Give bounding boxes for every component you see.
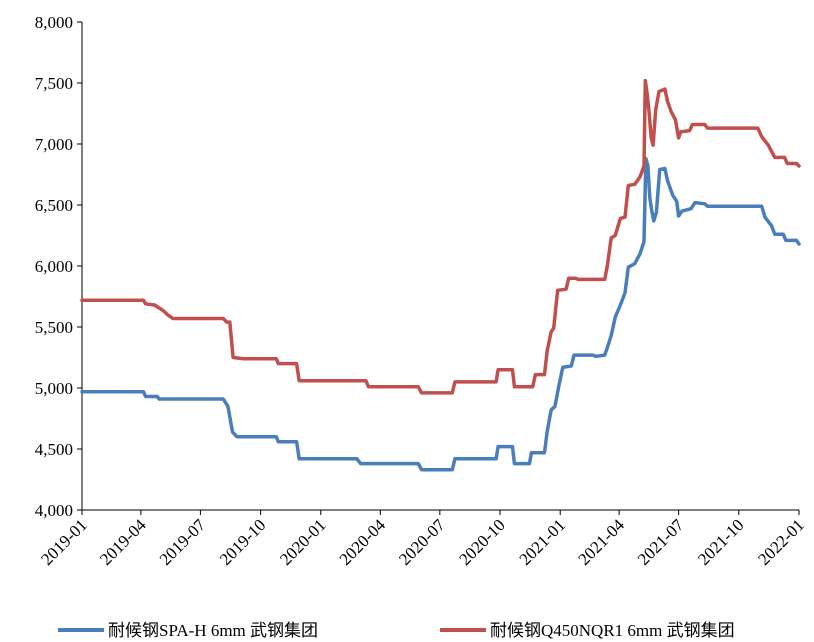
x-tick-label: 2019-04 — [96, 515, 150, 569]
y-tick-label: 7,000 — [35, 135, 73, 154]
y-tick-label: 7,500 — [35, 74, 73, 93]
series-line-1 — [80, 156, 801, 472]
series-layer — [80, 78, 801, 472]
x-tick-label: 2019-10 — [216, 515, 270, 569]
x-tick-label: 2019-01 — [37, 515, 91, 569]
legend-label-2: 耐候钢Q450NQR1 6mm 武钢集团 — [490, 621, 735, 640]
x-tick-label: 2022-01 — [754, 515, 808, 569]
x-tick-label: 2020-01 — [276, 515, 330, 569]
y-tick-label: 6,000 — [35, 257, 73, 276]
y-tick-label: 8,000 — [35, 13, 73, 32]
x-tick-label: 2021-04 — [574, 515, 628, 569]
y-tick-label: 5,000 — [35, 379, 73, 398]
legend: 耐候钢SPA-H 6mm 武钢集团 耐候钢Q450NQR1 6mm 武钢集团 — [58, 621, 735, 640]
x-tick-label: 2020-07 — [395, 515, 449, 569]
y-tick-label: 5,500 — [35, 318, 73, 337]
x-tick-label: 2020-04 — [336, 515, 390, 569]
y-axis: 4,000 4,500 5,000 5,500 6,000 6,500 7,000 7,500… — [35, 13, 83, 520]
x-tick-label: 2021-10 — [694, 515, 748, 569]
x-tick-label: 2020-10 — [455, 515, 509, 569]
y-tick-label: 6,500 — [35, 196, 73, 215]
x-tick-label: 2019-07 — [156, 515, 210, 569]
y-tick-label: 4,500 — [35, 440, 73, 459]
series-line-2 — [80, 78, 801, 395]
y-tick-label: 4,000 — [35, 501, 73, 520]
legend-label-1: 耐候钢SPA-H 6mm 武钢集团 — [108, 621, 318, 640]
x-tick-label: 2021-07 — [634, 515, 688, 569]
x-axis: 2019-01 2019-04 2019-07 2019-10 2020-01 2020-… — [37, 509, 808, 569]
x-tick-label: 2021-01 — [516, 515, 570, 569]
